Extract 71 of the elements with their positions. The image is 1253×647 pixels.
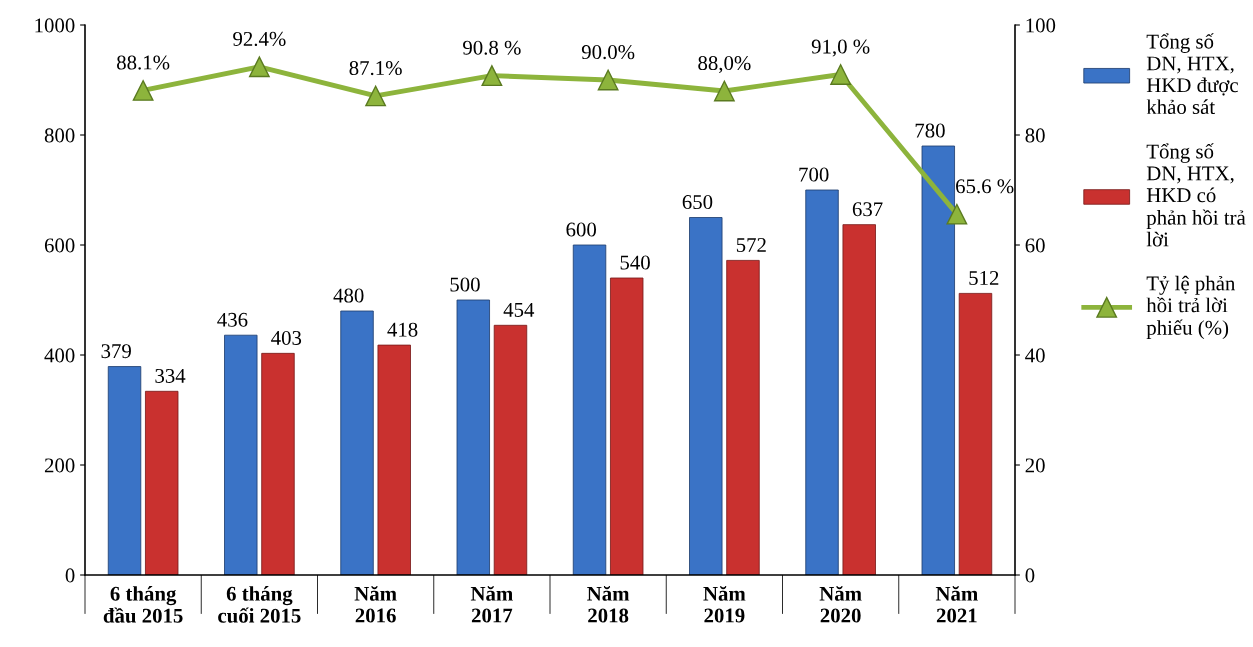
x-tick-label: Năm 2019 (703, 585, 746, 623)
y-tick-label: 0 (65, 568, 75, 583)
legend-label: Tổng số DN, HTX, HKD được khảo sát (1146, 33, 1238, 115)
data-label: 572 (736, 238, 766, 252)
y2-tick-label: 100 (1026, 18, 1056, 33)
data-label: 600 (566, 222, 597, 237)
legend-label: Tổng số DN, HTX, HKD có phản hồi trả lời (1146, 143, 1246, 247)
bar (805, 189, 839, 575)
bar (261, 352, 295, 575)
x-tick-label: 6 tháng đầu 2015 (103, 586, 183, 623)
data-label: 90.8 % (463, 40, 521, 55)
data-label: 379 (101, 344, 131, 359)
point (946, 203, 968, 225)
bar (377, 344, 411, 575)
data-label: 436 (217, 312, 248, 327)
y-tick-label: 800 (44, 128, 75, 143)
point (713, 80, 735, 102)
data-label: 480 (333, 288, 364, 303)
data-label: 637 (852, 202, 883, 217)
x-tick-label: 6 tháng cuối 2015 (218, 586, 301, 623)
bar (493, 324, 528, 575)
data-label: 512 (969, 271, 999, 285)
bar (224, 334, 258, 575)
y2-tick-label: 60 (1025, 238, 1045, 253)
y-tick-label: 200 (44, 458, 75, 473)
y-tick-label: 1000 (35, 18, 75, 33)
data-label: 334 (155, 368, 186, 383)
bar (107, 366, 142, 575)
point (830, 64, 852, 85)
data-label: 780 (915, 123, 945, 138)
bar (726, 259, 760, 575)
data-label: 700 (799, 167, 829, 182)
point (248, 56, 270, 78)
data-label: 88.1% (117, 55, 170, 70)
data-label: 500 (450, 277, 480, 292)
bar (456, 299, 490, 575)
bar (340, 310, 374, 575)
data-label: 540 (620, 255, 650, 270)
point (597, 69, 619, 91)
bar (572, 244, 607, 575)
data-label: 418 (387, 322, 418, 337)
y2-tick-label: 80 (1025, 128, 1045, 143)
data-label: 454 (503, 302, 535, 317)
legend-label: Tỷ lệ phản hồi trả lời phiếu (%) (1146, 275, 1236, 340)
bar (689, 217, 723, 575)
point (365, 85, 387, 107)
y-tick-label: 600 (44, 238, 75, 253)
data-label: 403 (271, 330, 302, 345)
x-tick-label: Năm 2017 (470, 585, 513, 623)
point (481, 65, 503, 87)
bar (842, 224, 876, 575)
y2-tick-label: 20 (1025, 458, 1045, 473)
data-label: 87.1% (349, 60, 402, 76)
data-label: 88,0% (698, 56, 751, 74)
point (132, 80, 154, 101)
bar (145, 390, 179, 575)
bar (921, 145, 955, 575)
x-tick-label: Năm 2016 (354, 585, 397, 623)
y2-tick-label: 40 (1025, 348, 1045, 363)
x-tick-label: Năm 2020 (819, 585, 862, 623)
x-tick-label: Năm 2018 (587, 585, 630, 623)
data-label: 92.4% (233, 31, 286, 46)
data-label: 65.6 % (956, 179, 1014, 194)
data-label: 650 (682, 195, 713, 210)
data-label: 90.0% (581, 45, 635, 60)
data-label: 91,0 % (811, 39, 870, 57)
bar (958, 292, 993, 575)
bar (610, 277, 644, 575)
y2-tick-label: 0 (1025, 568, 1035, 583)
x-tick-label: Năm 2021 (935, 585, 978, 623)
y-tick-label: 400 (44, 348, 75, 363)
